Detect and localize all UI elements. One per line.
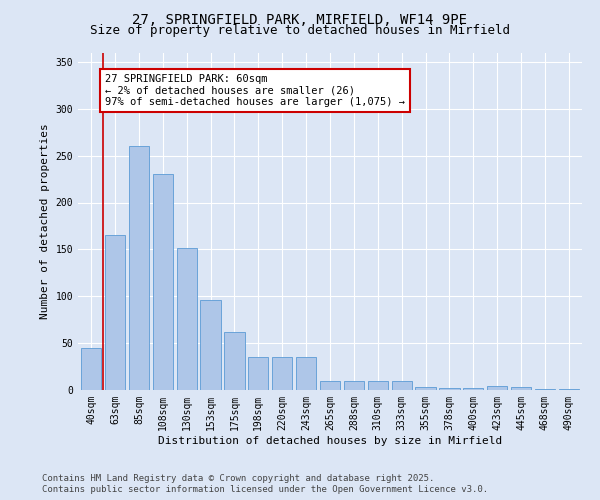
Text: Contains HM Land Registry data © Crown copyright and database right 2025.
Contai: Contains HM Land Registry data © Crown c… [42, 474, 488, 494]
Bar [224, 332, 245, 390]
X-axis label: Distribution of detached houses by size in Mirfield: Distribution of detached houses by size … [158, 436, 502, 446]
Bar [248, 357, 268, 390]
Bar [415, 387, 436, 390]
Bar [344, 380, 364, 390]
Bar [511, 387, 531, 390]
Bar [152, 174, 173, 390]
Bar [272, 357, 292, 390]
Bar [535, 389, 555, 390]
Bar [439, 388, 460, 390]
Bar [176, 248, 197, 390]
Bar [296, 357, 316, 390]
Bar [81, 348, 101, 390]
Bar [200, 300, 221, 390]
Text: 27 SPRINGFIELD PARK: 60sqm
← 2% of detached houses are smaller (26)
97% of semi-: 27 SPRINGFIELD PARK: 60sqm ← 2% of detac… [105, 74, 405, 108]
Bar [368, 380, 388, 390]
Bar [105, 236, 125, 390]
Bar [463, 388, 484, 390]
Text: Size of property relative to detached houses in Mirfield: Size of property relative to detached ho… [90, 24, 510, 37]
Bar [487, 386, 508, 390]
Y-axis label: Number of detached properties: Number of detached properties [40, 124, 50, 319]
Bar [320, 380, 340, 390]
Bar [559, 389, 579, 390]
Bar [392, 380, 412, 390]
Text: 27, SPRINGFIELD PARK, MIRFIELD, WF14 9PE: 27, SPRINGFIELD PARK, MIRFIELD, WF14 9PE [133, 12, 467, 26]
Bar [129, 146, 149, 390]
